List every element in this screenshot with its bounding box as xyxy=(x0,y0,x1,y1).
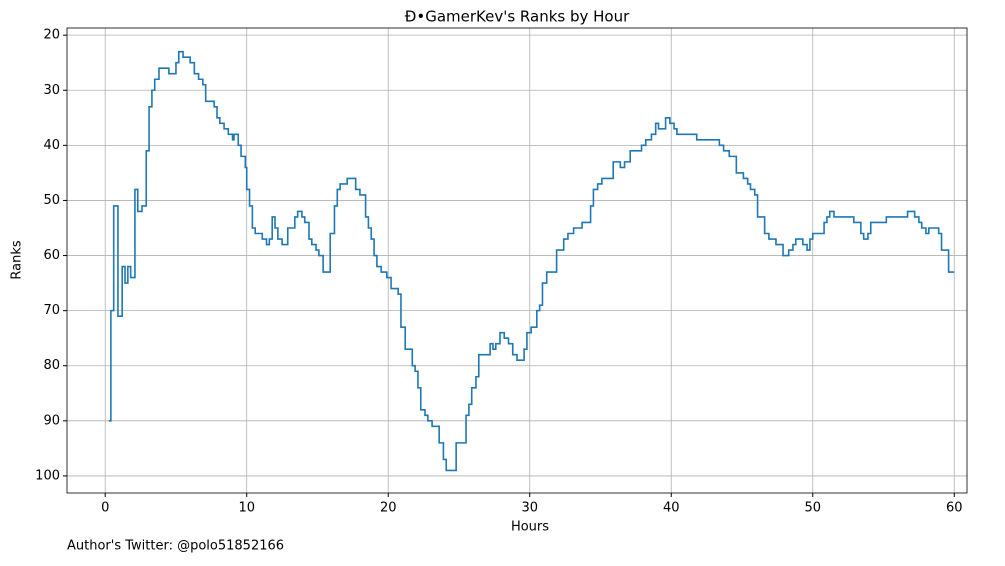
y-tick-label: 20 xyxy=(43,28,60,43)
x-tick-label: 10 xyxy=(238,501,255,516)
x-tick-label: 0 xyxy=(101,501,109,516)
y-tick-label: 80 xyxy=(43,358,60,373)
y-tick-label: 40 xyxy=(43,138,60,153)
x-tick-label: 40 xyxy=(663,501,680,516)
x-tick-label: 60 xyxy=(946,501,963,516)
y-tick-label: 60 xyxy=(43,248,60,263)
x-tick-label: 30 xyxy=(521,501,538,516)
x-tick-label: 20 xyxy=(380,501,397,516)
x-axis-label: Hours xyxy=(511,520,549,535)
y-tick-label: 30 xyxy=(43,83,60,98)
y-tick-label: 100 xyxy=(35,468,60,483)
plot-frame xyxy=(66,27,968,494)
footer: Author's Twitter: @polo51852166 xyxy=(67,539,284,554)
y-tick-label: 50 xyxy=(43,193,60,208)
rank-line xyxy=(108,50,955,472)
x-tick-label: 50 xyxy=(804,501,821,516)
chart-title: Đ•GamerKev's Ranks by Hour xyxy=(405,8,630,26)
y-axis-label: Ranks xyxy=(10,240,25,279)
y-tick-label: 70 xyxy=(43,303,60,318)
y-tick-label: 90 xyxy=(43,413,60,428)
